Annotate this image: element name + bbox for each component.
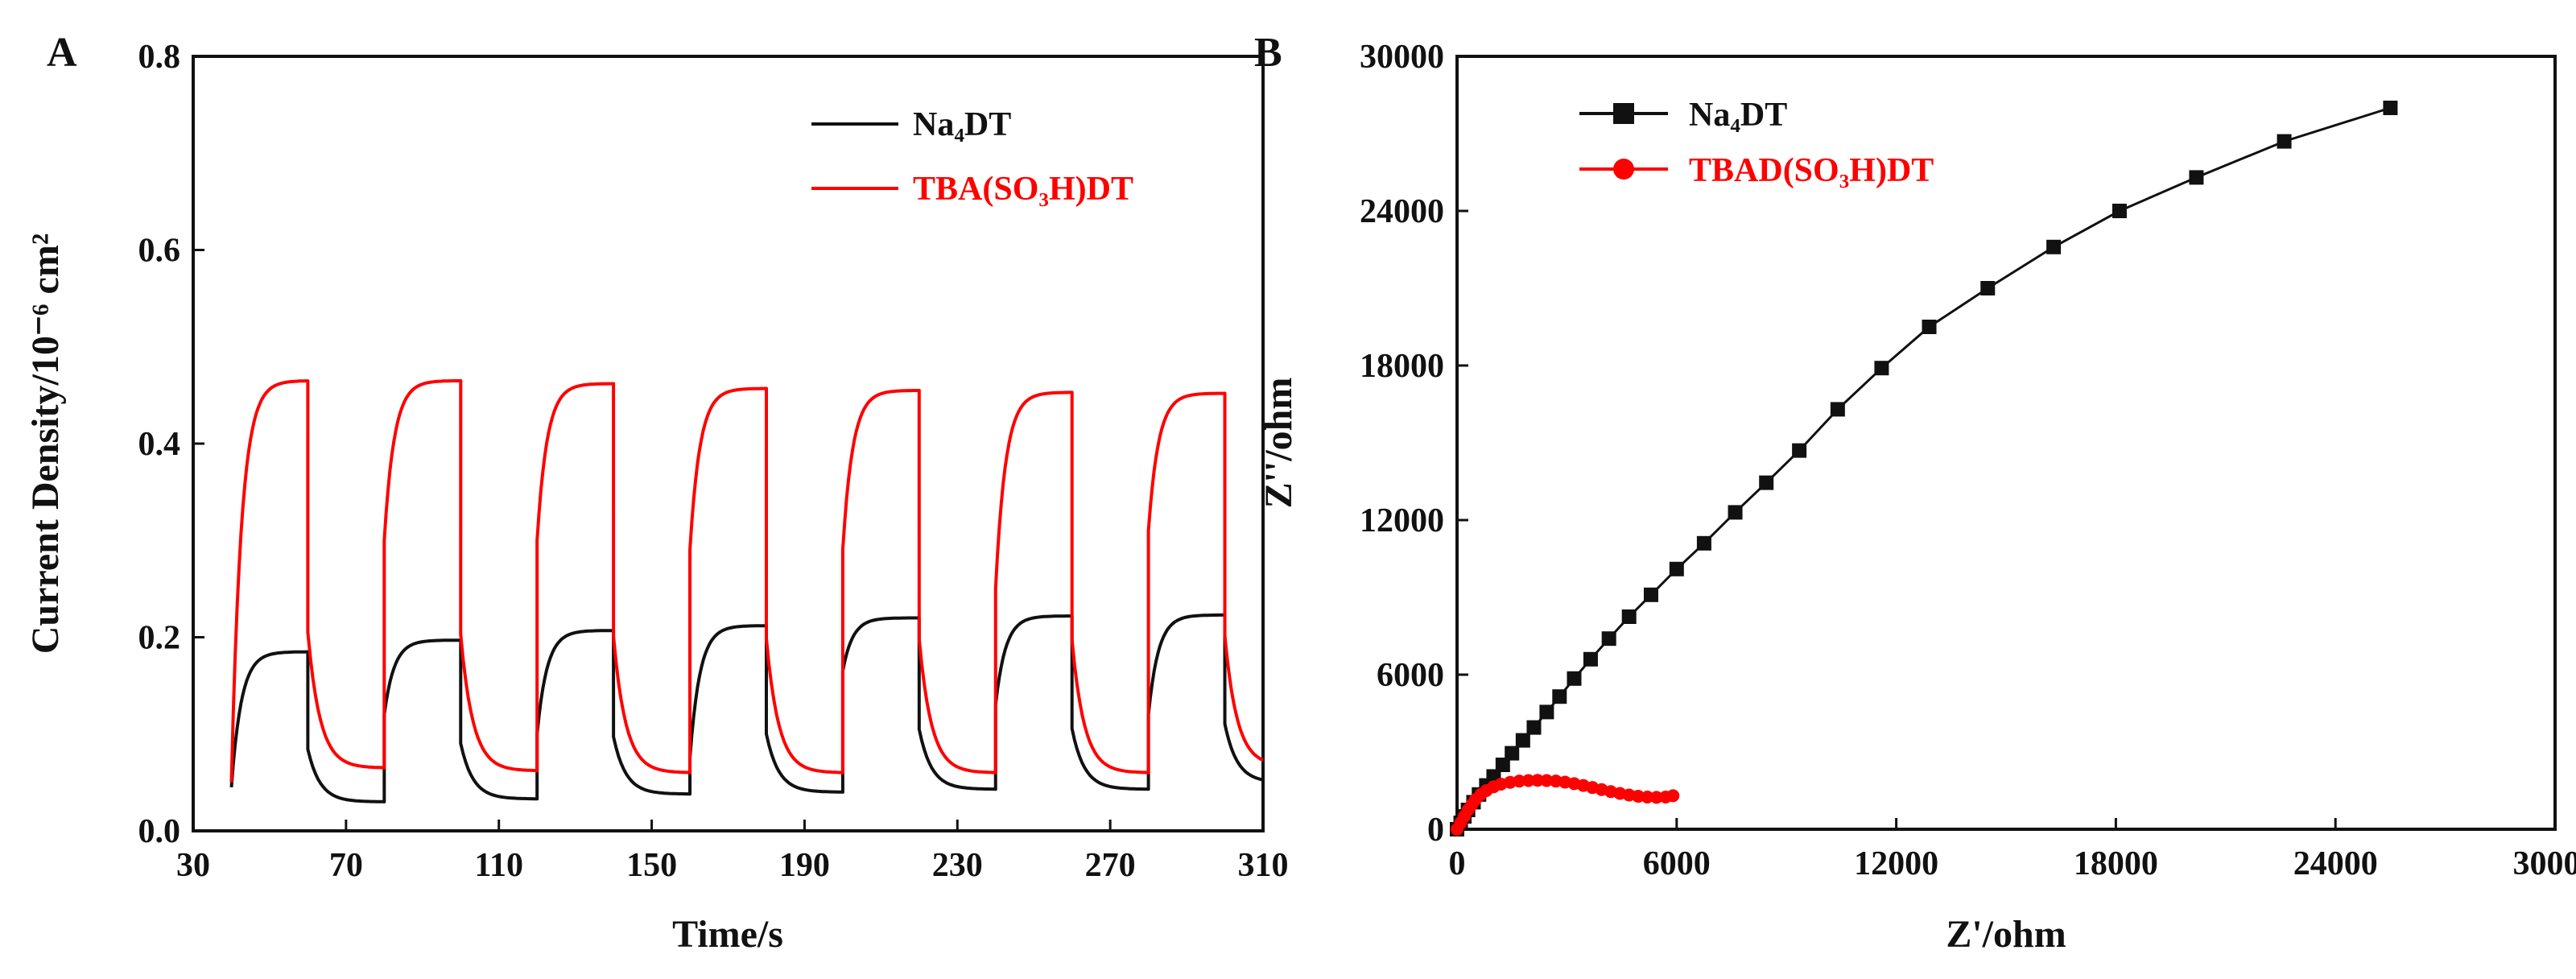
panel-b-x-axis-label: Z'/ohm <box>1946 913 2066 956</box>
panel-a-y-tick-label: 0.4 <box>138 426 181 463</box>
panel-b-na4dt-point <box>1539 704 1554 720</box>
panel-b-x-tick-label: 12000 <box>1854 845 1938 882</box>
panel-b-na4dt-point <box>1495 758 1510 772</box>
panel-a-x-axis-label: Time/s <box>672 913 783 956</box>
panel-a-x-tick-label: 30 <box>176 847 210 884</box>
panel-b-na4dt-point <box>1526 720 1542 735</box>
panel-a: A 30 70 110 150 190 230 270 3100.00.20.40.60.8 … <box>24 30 1289 956</box>
panel-b-na4dt-point <box>1874 361 1889 376</box>
panel-a-y-axis-label: Current Density/10⁻⁶ cm² <box>24 233 67 655</box>
panel-b-y-tick-label: 6000 <box>1377 657 1444 694</box>
panel-b-y-tick-label: 18000 <box>1360 348 1444 385</box>
panel-b-na4dt-point <box>1669 561 1684 576</box>
panel-b-na4dt-point <box>1601 631 1616 646</box>
panel-b-tbad-point <box>1649 791 1663 804</box>
panel-b-y-tick-label: 30000 <box>1360 39 1444 76</box>
panel-b-na4dt-point <box>1552 689 1567 704</box>
panel-b-na4dt-point <box>1515 733 1530 748</box>
panel-b-na4dt-point <box>1759 475 1774 490</box>
panel-b-legend-marker-tbad <box>1613 159 1634 180</box>
panel-b-legend: Na₄DT TBAD(SO₃H)DT <box>1579 97 1934 189</box>
panel-b-na4dt-point <box>1567 671 1582 686</box>
panel-b-na4dt-point <box>1643 587 1658 602</box>
panel-b-x-tick-label: 24000 <box>2293 845 2378 882</box>
panel-b-na4dt-point <box>1980 281 1996 295</box>
panel-b-na4dt-point <box>2189 170 2204 185</box>
panel-b-x-tick-label: 6000 <box>1643 845 1711 882</box>
panel-a-x-tick-label: 310 <box>1238 847 1289 884</box>
panel-a-label: A <box>47 30 77 76</box>
panel-b-legend-marker-na4dt <box>1613 103 1634 124</box>
panel-b: B 0 6000 12000 18000 24000 30000 0 6000 12000 180… <box>1254 30 2576 956</box>
panel-b-series-na4dt-line <box>1455 106 2391 830</box>
panel-b-na4dt-point <box>2277 134 2292 149</box>
panel-b-legend-label-na4dt: Na₄DT <box>1689 97 1787 134</box>
panel-a-x-tick-label: 190 <box>779 847 830 884</box>
panel-b-plot-frame <box>1455 55 2557 831</box>
panel-b-na4dt-point <box>2046 239 2062 254</box>
panel-b-x-tick-label: 30000 <box>2513 845 2576 882</box>
panel-b-na4dt-point <box>1728 505 1743 520</box>
panel-b-na4dt-point <box>2383 101 2398 115</box>
panel-a-legend: Na₄DT TBA(SO₃H)DT <box>811 106 1133 208</box>
panel-b-label: B <box>1254 30 1282 76</box>
panel-a-x-tick-label: 150 <box>626 847 677 884</box>
panel-a-legend-label-na4dt: Na₄DT <box>913 106 1011 143</box>
panel-a-series-na4dt-line <box>229 613 1264 803</box>
panel-b-na4dt-point <box>2112 204 2127 218</box>
panel-b-na4dt-point <box>1583 651 1598 667</box>
panel-b-x-tick-label: 18000 <box>2074 845 2158 882</box>
panel-a-y-tick-label: 0.6 <box>138 233 181 270</box>
panel-b-tbad-point <box>1540 774 1554 787</box>
panel-b-na4dt-point <box>1696 535 1711 551</box>
panel-b-na4dt-point <box>1505 746 1520 761</box>
panel-a-series-tba-line <box>229 378 1264 783</box>
panel-a-y-tick-label: 0.2 <box>138 620 181 657</box>
panel-b-na4dt-point <box>1621 609 1637 624</box>
panel-b-y-tick-label: 0 <box>1427 812 1444 849</box>
panel-a-x-tick-label: 70 <box>329 847 363 884</box>
panel-b-y-tick-label: 24000 <box>1360 193 1444 230</box>
panel-b-tbad-point <box>1531 774 1545 787</box>
panel-a-legend-label-tba: TBA(SO₃H)DT <box>913 171 1133 208</box>
panel-b-legend-label-tbad: TBAD(SO₃H)DT <box>1689 152 1934 189</box>
panel-b-na4dt-point <box>1922 320 1937 334</box>
panel-b-tbad-point <box>1521 774 1535 787</box>
panel-b-y-axis-label: Z''/ohm <box>1257 378 1300 509</box>
panel-b-x-tick-label: 0 <box>1449 845 1466 882</box>
panel-b-tbad-point <box>1666 789 1680 803</box>
panel-a-y-tick-label: 0.8 <box>138 39 181 76</box>
panel-b-y-tick-label: 12000 <box>1360 502 1444 539</box>
panel-b-na4dt-point <box>1830 402 1845 417</box>
panel-a-x-tick-label: 230 <box>932 847 983 884</box>
panel-b-na4dt-point <box>1792 443 1807 458</box>
panel-b-tbad-point <box>1513 775 1526 788</box>
panel-a-x-tick-label: 270 <box>1085 847 1136 884</box>
panel-a-x-tick-label: 110 <box>474 847 523 884</box>
panel-b-tbad-point <box>1641 791 1654 803</box>
panel-a-y-tick-label: 0.0 <box>138 813 181 850</box>
